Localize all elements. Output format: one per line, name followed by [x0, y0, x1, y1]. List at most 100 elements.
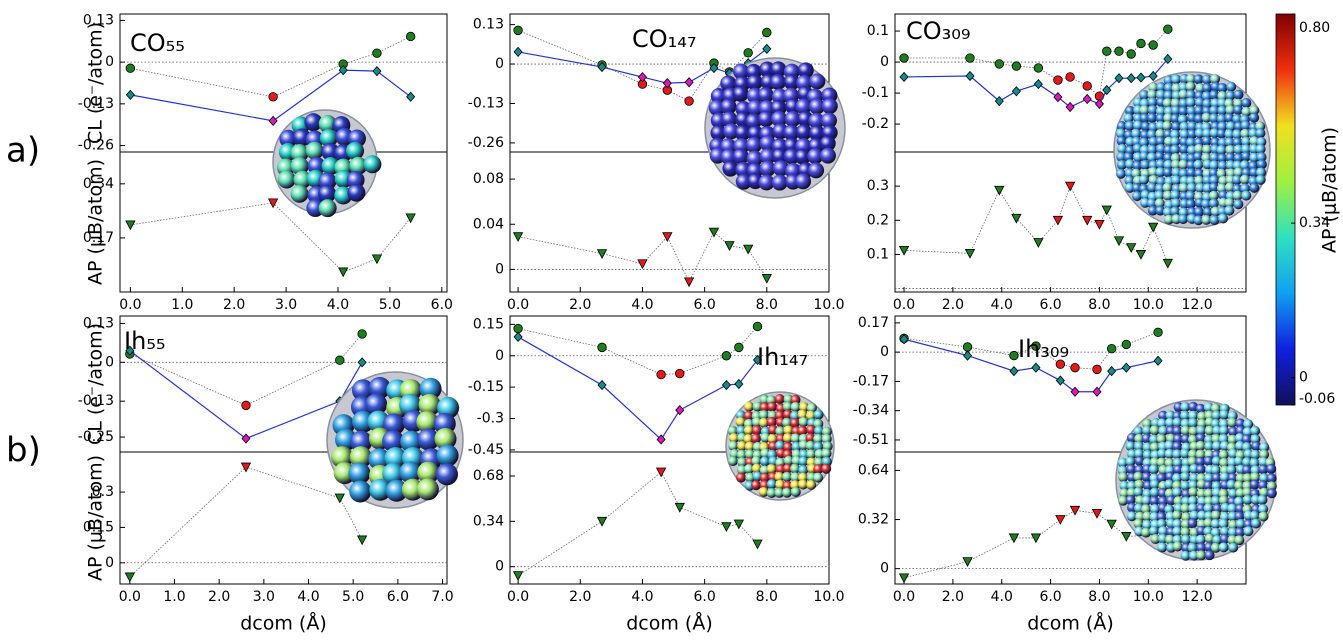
nanoparticle-atom	[347, 183, 366, 202]
nanoparticle-atom	[1249, 182, 1260, 193]
nanoparticle-atom	[400, 430, 423, 453]
nanoparticle-atom	[1266, 481, 1277, 492]
y-tick-label: -0.51	[853, 432, 889, 448]
data-point	[338, 267, 349, 278]
nanoparticle-atom	[1204, 473, 1215, 484]
nanoparticle-atom	[399, 461, 422, 484]
nanoparticle-atom	[1212, 534, 1223, 545]
nanoparticle-atom	[1195, 83, 1206, 94]
x-tick-label: 0.0	[119, 589, 141, 605]
nanoparticle-atom	[797, 425, 808, 436]
nanoparticle-atom	[821, 463, 832, 474]
nanoparticle-atom	[1224, 137, 1235, 148]
nanoparticle-atom	[1134, 433, 1145, 444]
x-axis-label: dcom (Å)	[626, 612, 713, 635]
nanoparticle-atom	[1179, 121, 1190, 132]
x-tick-label: 6.0	[1039, 589, 1061, 605]
nanoparticle-atom	[814, 425, 825, 436]
nanoparticle-atom	[1211, 472, 1222, 483]
nanoparticle-atom	[1203, 488, 1214, 499]
nanoparticle-atom	[766, 487, 777, 498]
nanoparticle-atom	[1193, 215, 1204, 226]
nanoparticle-atom	[1170, 206, 1181, 217]
y-tick-label: 0.3	[867, 178, 889, 194]
data-point	[513, 331, 523, 343]
x-tick-label: 0.0	[507, 297, 529, 313]
data-point	[513, 25, 523, 36]
data-point	[899, 71, 909, 83]
y-tick-label: 0.17	[858, 315, 889, 331]
data-point	[1092, 364, 1102, 375]
nanoparticle-atom	[1147, 104, 1158, 115]
nanoparticle-atom	[1172, 519, 1183, 530]
nanoparticle-atom	[722, 160, 739, 177]
nanoparticle-atom	[1155, 159, 1166, 170]
nanoparticle-atom	[819, 135, 836, 152]
nanoparticle-atom	[1193, 113, 1204, 124]
data-point	[734, 378, 744, 390]
nanoparticle-atom	[1171, 121, 1182, 132]
nanoparticle-atom	[1202, 83, 1213, 94]
y-tick-label: 0.32	[858, 512, 889, 528]
nanoparticle-atom	[1172, 441, 1183, 452]
nanoparticle-atom	[1181, 512, 1192, 523]
nanoparticle-atom	[729, 433, 740, 444]
nanoparticle-atom	[1225, 121, 1236, 132]
nanoparticle-atom	[1210, 542, 1221, 553]
nanoparticle-atom	[1193, 159, 1204, 170]
x-tick-label: 3.0	[253, 589, 275, 605]
nanoparticle-atom	[1258, 464, 1269, 475]
nanoparticle-atom	[1140, 121, 1151, 132]
nanoparticle-atom	[1118, 472, 1129, 483]
nanoparticle-atom	[1162, 182, 1173, 193]
nanoparticle-atom	[790, 401, 801, 412]
nanoparticle-atom	[790, 410, 801, 421]
nanoparticle-atom	[1125, 495, 1136, 506]
nanoparticle-atom	[1243, 526, 1254, 537]
y-tick-label: 0.3	[92, 484, 114, 500]
nanoparticle-atom	[1209, 152, 1220, 163]
nanoparticle-atom	[1186, 167, 1197, 178]
nanoparticle-atom	[1146, 198, 1157, 209]
nanoparticle-atom	[1210, 74, 1221, 85]
panel-title: CO₅₅	[130, 29, 185, 57]
x-tick-label: 12.0	[1182, 297, 1213, 313]
nanoparticle-atom	[797, 62, 814, 79]
nanoparticle-atom	[759, 160, 776, 177]
data-point	[1163, 24, 1173, 34]
nanoparticle-atom	[772, 160, 789, 177]
nanoparticle-atom	[1119, 480, 1130, 491]
x-tick-label: 8.0	[1088, 297, 1110, 313]
nanoparticle-atom	[1124, 120, 1135, 131]
nanoparticle-atom	[1166, 495, 1177, 506]
x-tick-label: 7.0	[431, 589, 453, 605]
nanoparticle-atom	[1155, 106, 1166, 117]
nanoparticle-atom	[808, 125, 825, 142]
nanoparticle-atom	[727, 456, 738, 467]
colorbar-tick-label: 0	[1299, 370, 1308, 386]
colorbar	[1275, 13, 1296, 406]
series-line	[129, 466, 363, 578]
data-point	[1065, 101, 1075, 113]
data-point	[1011, 213, 1022, 224]
nanoparticle-atom	[1224, 197, 1235, 208]
nanoparticle-atom	[1180, 410, 1191, 421]
nanoparticle-atom	[821, 98, 838, 115]
data-point	[637, 71, 647, 83]
nanoparticle-atom	[743, 410, 754, 421]
y-tick-label: 0	[880, 344, 889, 360]
nanoparticle-atom	[736, 425, 747, 436]
nanoparticle-atom	[1201, 91, 1212, 102]
nanoparticle-atom	[1157, 448, 1168, 459]
y-tick-label: -0.2	[862, 116, 889, 132]
nanoparticle-atom	[1256, 152, 1267, 163]
nanoparticle-atom	[795, 173, 812, 190]
nanoparticle-atom	[1186, 182, 1197, 193]
nanoparticle-atom	[1242, 487, 1253, 498]
nanoparticle-atom	[1209, 89, 1220, 100]
data-point	[1114, 46, 1124, 56]
nanoparticle-atom	[1203, 511, 1214, 522]
nanoparticle-atom	[1142, 449, 1153, 460]
nanoparticle-atom	[1178, 214, 1189, 225]
data-point	[596, 249, 608, 259]
